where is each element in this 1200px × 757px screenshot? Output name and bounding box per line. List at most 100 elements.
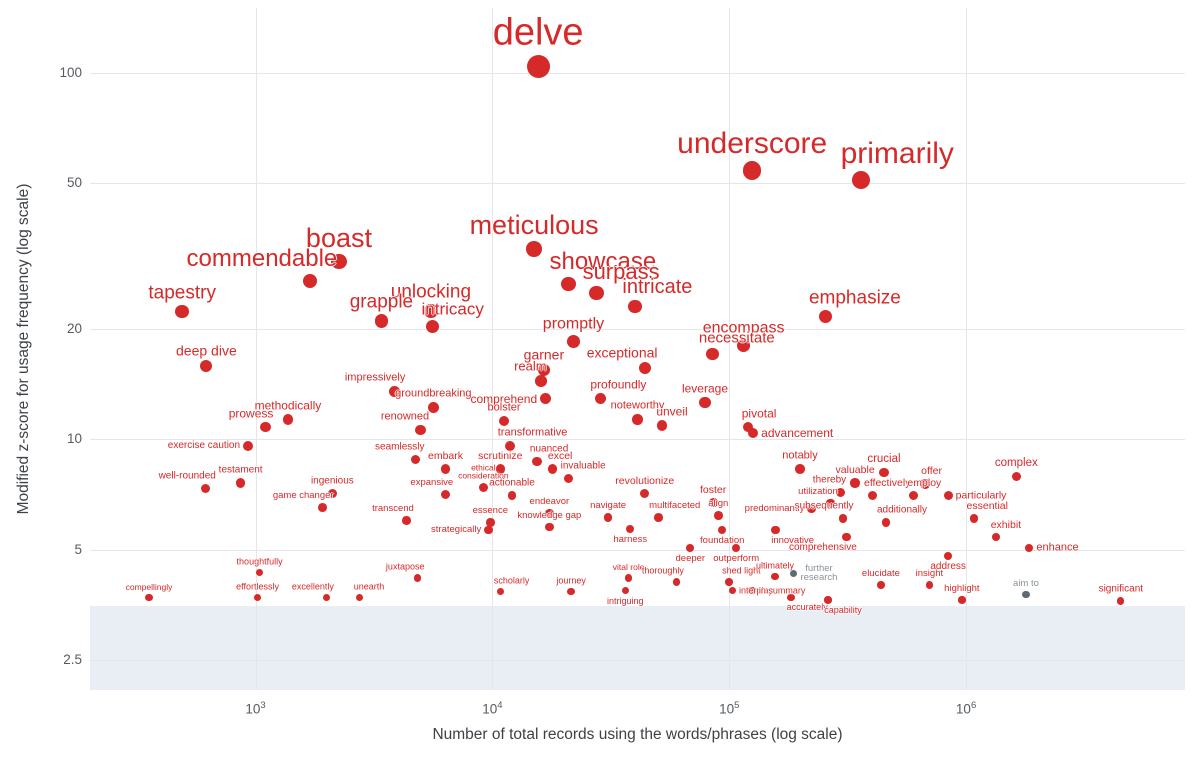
- data-point-dot: [496, 587, 505, 596]
- data-point-label: employ: [907, 477, 942, 490]
- data-point-dot: [628, 299, 642, 314]
- data-point-label: profoundly: [590, 377, 647, 392]
- data-point-dot: [486, 518, 495, 527]
- gridline-horizontal: [90, 439, 1185, 441]
- data-point-dot: [708, 497, 718, 507]
- data-point-dot: [547, 464, 558, 474]
- data-point-label: boast: [305, 222, 372, 253]
- data-point-dot: [742, 161, 762, 180]
- data-point-label: invaluable: [560, 460, 606, 472]
- gridline-vertical: [966, 8, 968, 690]
- data-point-dot: [540, 393, 552, 405]
- data-point-label: actionable: [489, 478, 535, 490]
- data-point-dot: [795, 464, 805, 474]
- data-point-dot: [243, 440, 254, 451]
- data-point-label: nuanced: [529, 443, 569, 455]
- data-point-label: deeper: [675, 553, 706, 565]
- data-point-dot: [322, 593, 330, 602]
- data-point-dot: [1022, 590, 1030, 599]
- data-point-dot: [654, 513, 663, 522]
- data-point-dot: [415, 424, 426, 436]
- data-point-dot: [879, 468, 889, 478]
- data-point-label: vital role: [612, 562, 645, 573]
- data-point-label: bolster: [487, 401, 521, 414]
- data-point-label: prowess: [228, 406, 274, 421]
- data-point-label: advancement: [761, 425, 834, 440]
- data-point-label: testament: [218, 464, 263, 476]
- data-point-label: exceptional: [586, 344, 658, 361]
- data-point-label: intriguing: [607, 595, 644, 606]
- x-tick-label: 104: [482, 700, 503, 717]
- data-point-label: foster: [699, 483, 727, 496]
- data-point-label: scrutinize: [478, 450, 523, 463]
- data-point-dot: [925, 581, 934, 589]
- data-point-dot: [771, 525, 780, 535]
- data-point-label: highlight: [944, 583, 980, 595]
- data-point-dot: [835, 488, 845, 498]
- data-point-dot: [441, 490, 451, 500]
- data-point-label: effortlessly: [236, 581, 280, 592]
- data-point-dot: [505, 440, 516, 451]
- data-point-label: thoughtfully: [236, 556, 283, 567]
- y-tick-label: 10: [66, 431, 82, 447]
- data-point-label: excellently: [291, 581, 334, 592]
- data-point-dot: [742, 421, 754, 433]
- data-point-label: ultimately: [755, 560, 794, 571]
- data-point-label: elucidate: [861, 568, 900, 580]
- data-point-label: encompass: [702, 319, 785, 337]
- data-point-dot: [877, 581, 885, 589]
- data-point-label: meticulous: [469, 210, 599, 241]
- data-point-dot: [732, 543, 741, 552]
- data-point-dot: [748, 587, 756, 595]
- data-point-dot: [826, 498, 836, 508]
- data-point-label: transformative: [497, 426, 568, 439]
- data-point-dot: [944, 552, 953, 561]
- data-point-dot: [718, 525, 727, 535]
- data-point-label: effectively: [863, 477, 911, 490]
- data-point-dot: [145, 593, 153, 602]
- y-tick-label: 5: [74, 541, 82, 557]
- data-point-label: innovative: [771, 535, 814, 547]
- data-point-dot: [686, 543, 695, 552]
- data-point-label: in summary: [758, 585, 806, 596]
- data-point-dot: [484, 525, 493, 535]
- data-point-dot: [427, 402, 439, 414]
- data-point-dot: [567, 334, 580, 348]
- data-point-label: foundation: [700, 535, 745, 547]
- data-point-label: ingenious: [310, 475, 354, 487]
- data-point-label: endeavor: [529, 496, 570, 508]
- x-tick-label: 105: [719, 700, 740, 717]
- data-point-dot: [526, 241, 542, 257]
- data-point-label: well-rounded: [158, 470, 216, 482]
- data-point-dot: [713, 511, 723, 520]
- data-point-dot: [478, 482, 488, 492]
- data-point-label: showcase: [549, 247, 657, 275]
- data-point-dot: [426, 319, 440, 334]
- plot-area: delve underscore primarily meticulous boast s…: [90, 8, 1185, 690]
- y-axis-title: Modified z-score for usage frequency (lo…: [15, 183, 32, 515]
- data-point-label: grapple: [349, 291, 414, 313]
- data-point-dot: [402, 516, 411, 525]
- gridline-horizontal: [90, 182, 1185, 184]
- data-point-label: groundbreaking: [395, 387, 472, 400]
- data-point-label: commendable: [186, 244, 338, 272]
- data-point-label: utilization: [798, 485, 838, 497]
- data-point-dot: [638, 362, 651, 375]
- data-point-dot: [495, 464, 506, 474]
- data-point-label: primarily: [840, 136, 954, 170]
- y-tick-label: 20: [66, 320, 82, 336]
- data-point-dot: [440, 464, 451, 474]
- data-point-dot: [838, 514, 848, 523]
- data-point-dot: [1011, 472, 1022, 482]
- data-point-label: deep dive: [176, 342, 237, 359]
- x-tick-label: 103: [245, 700, 266, 717]
- data-point-label: ethical consideration: [458, 461, 509, 481]
- data-point-label: additionally: [876, 504, 928, 516]
- data-point-label: game changer: [272, 490, 334, 502]
- data-point-dot: [561, 276, 576, 292]
- data-point-dot: [958, 596, 966, 604]
- data-point-dot: [374, 314, 389, 328]
- data-point-label: comprehensive: [788, 542, 857, 554]
- data-point-dot: [699, 396, 711, 408]
- data-point-dot: [1117, 597, 1125, 605]
